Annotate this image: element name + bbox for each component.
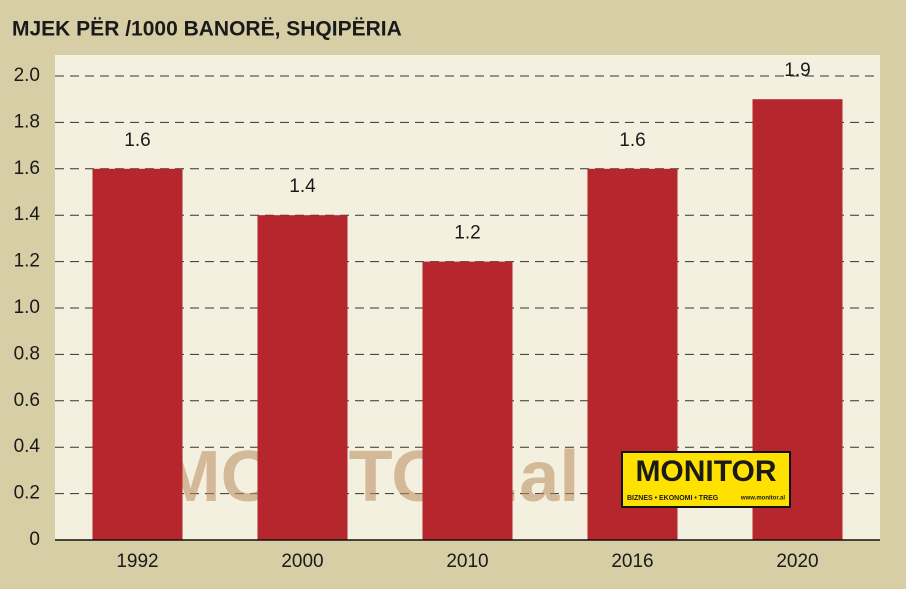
y-tick-label: 1.8 [14, 111, 40, 132]
value-label: 1.6 [124, 130, 150, 151]
logo-box [621, 451, 791, 508]
bar [257, 215, 348, 540]
y-tick-label: 0 [29, 529, 40, 550]
bar [422, 261, 513, 540]
value-label: 1.9 [784, 60, 810, 81]
logo: MONITOR BIZNES • EKONOMI • TREG www.moni… [621, 451, 791, 508]
y-tick-label: 0.4 [14, 436, 41, 457]
y-tick-label: 0.6 [14, 390, 40, 411]
y-tick-label: 1.0 [14, 297, 40, 318]
y-tick-label: 1.2 [14, 251, 40, 272]
value-label: 1.6 [619, 130, 645, 151]
logo-url: www.monitor.al [740, 496, 785, 502]
x-tick-label: 2016 [611, 551, 653, 572]
chart-title: MJEK PËR /1000 BANORË, SHQIPËRIA [12, 18, 402, 41]
bars [92, 99, 843, 541]
watermark: MONITOR.al [161, 437, 580, 517]
y-tick-label: 1.6 [14, 158, 40, 179]
logo-tagline: BIZNES • EKONOMI • TREG [627, 495, 719, 502]
x-tick-label: 1992 [116, 551, 158, 572]
x-tick-label: 2000 [281, 551, 323, 572]
logo-name: MONITOR [635, 455, 776, 488]
y-tick-label: 1.4 [14, 204, 41, 225]
y-tick-label: 0.2 [14, 483, 40, 504]
x-tick-label: 2010 [446, 551, 488, 572]
grid: 0 0.2 0.4 0.6 0.8 1.0 1.2 1.4 1.6 1.8 2.0 [14, 65, 880, 550]
value-label: 1.4 [289, 176, 316, 197]
bar [92, 168, 183, 541]
value-label: 1.2 [454, 223, 480, 244]
y-tick-label: 2.0 [14, 65, 40, 86]
x-tick-label: 2020 [776, 551, 818, 572]
y-tick-label: 0.8 [14, 343, 40, 364]
